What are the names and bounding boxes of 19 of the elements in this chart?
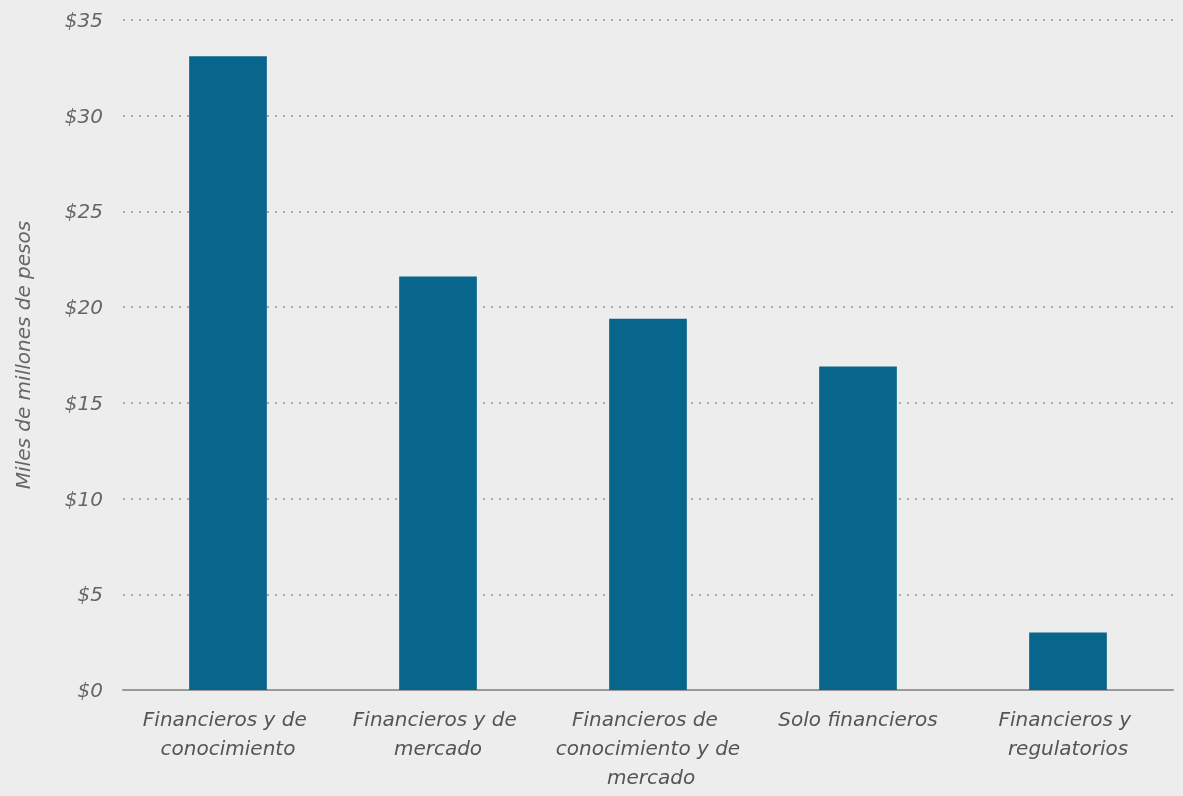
y-tick-label: $15: [64, 390, 103, 415]
y-tick-label: $5: [77, 582, 103, 607]
y-tick-label: $0: [77, 678, 103, 702]
bar: [609, 318, 687, 690]
y-tick-label: $10: [64, 486, 103, 511]
y-tick-label: $25: [64, 199, 103, 224]
y-axis-title: Miles de millones de pesos: [11, 220, 35, 490]
y-tick-label: $20: [64, 295, 103, 320]
bar: [819, 366, 897, 690]
x-tick-label: Financieros y de mercado: [352, 706, 524, 760]
bar: [399, 276, 477, 690]
x-tick-label: Financieros y de conocimiento: [142, 706, 314, 760]
bar: [1029, 632, 1107, 690]
x-tick-label: Solo financieros: [778, 706, 938, 731]
x-tick-label: Financieros de conocimiento y de mercado: [555, 706, 741, 789]
x-tick-label: Financieros y regulatorios: [998, 706, 1138, 760]
y-tick-label: $35: [64, 8, 103, 32]
y-tick-label: $30: [64, 103, 103, 128]
bar: [189, 56, 267, 690]
